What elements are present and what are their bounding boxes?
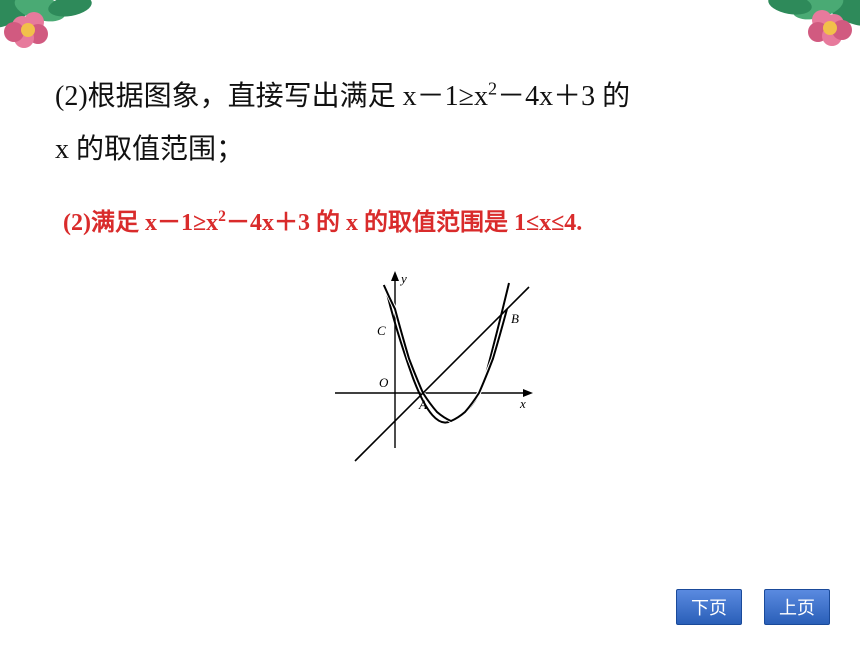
corner-decor-top-right — [740, 0, 860, 70]
question-text: (2)根据图象，直接写出满足 x－1≥x2－4x＋3 的 x 的取值范围； — [55, 70, 805, 176]
answer-part-b: －4x＋3 的 x 的取值范围是 1≤x≤4. — [226, 210, 582, 236]
question-prefix: (2) — [55, 81, 88, 112]
point-label-a: A — [418, 397, 427, 412]
point-label-c: C — [377, 323, 386, 338]
slide-content: (2)根据图象，直接写出满足 x－1≥x2－4x＋3 的 x 的取值范围； (2… — [55, 70, 805, 468]
answer-text: (2)满足 x－1≥x2－4x＋3 的 x 的取值范围是 1≤x≤4. — [63, 204, 805, 242]
answer-sup: 2 — [218, 208, 226, 225]
axis-label-x: x — [519, 396, 526, 411]
graph-container: y x C O A B — [55, 263, 805, 468]
question-sup: 2 — [488, 79, 497, 99]
question-line-2: x 的取值范围； — [55, 134, 244, 165]
nav-buttons: 下页 上页 — [658, 589, 830, 625]
parabola-line-graph: y x C O A B — [315, 263, 545, 468]
answer-prefix: (2) — [63, 210, 91, 236]
next-page-button[interactable]: 下页 — [676, 589, 742, 625]
prev-page-button[interactable]: 上页 — [764, 589, 830, 625]
question-part-1a: 根据图象，直接写出满足 x－1≥x — [88, 81, 488, 112]
origin-label: O — [379, 375, 389, 390]
answer-part-a: 满足 x－1≥x — [91, 210, 218, 236]
corner-decor-top-left — [0, 0, 120, 70]
axis-label-y: y — [399, 271, 407, 286]
point-label-b: B — [511, 311, 519, 326]
question-part-1b: －4x＋3 的 — [497, 81, 630, 112]
